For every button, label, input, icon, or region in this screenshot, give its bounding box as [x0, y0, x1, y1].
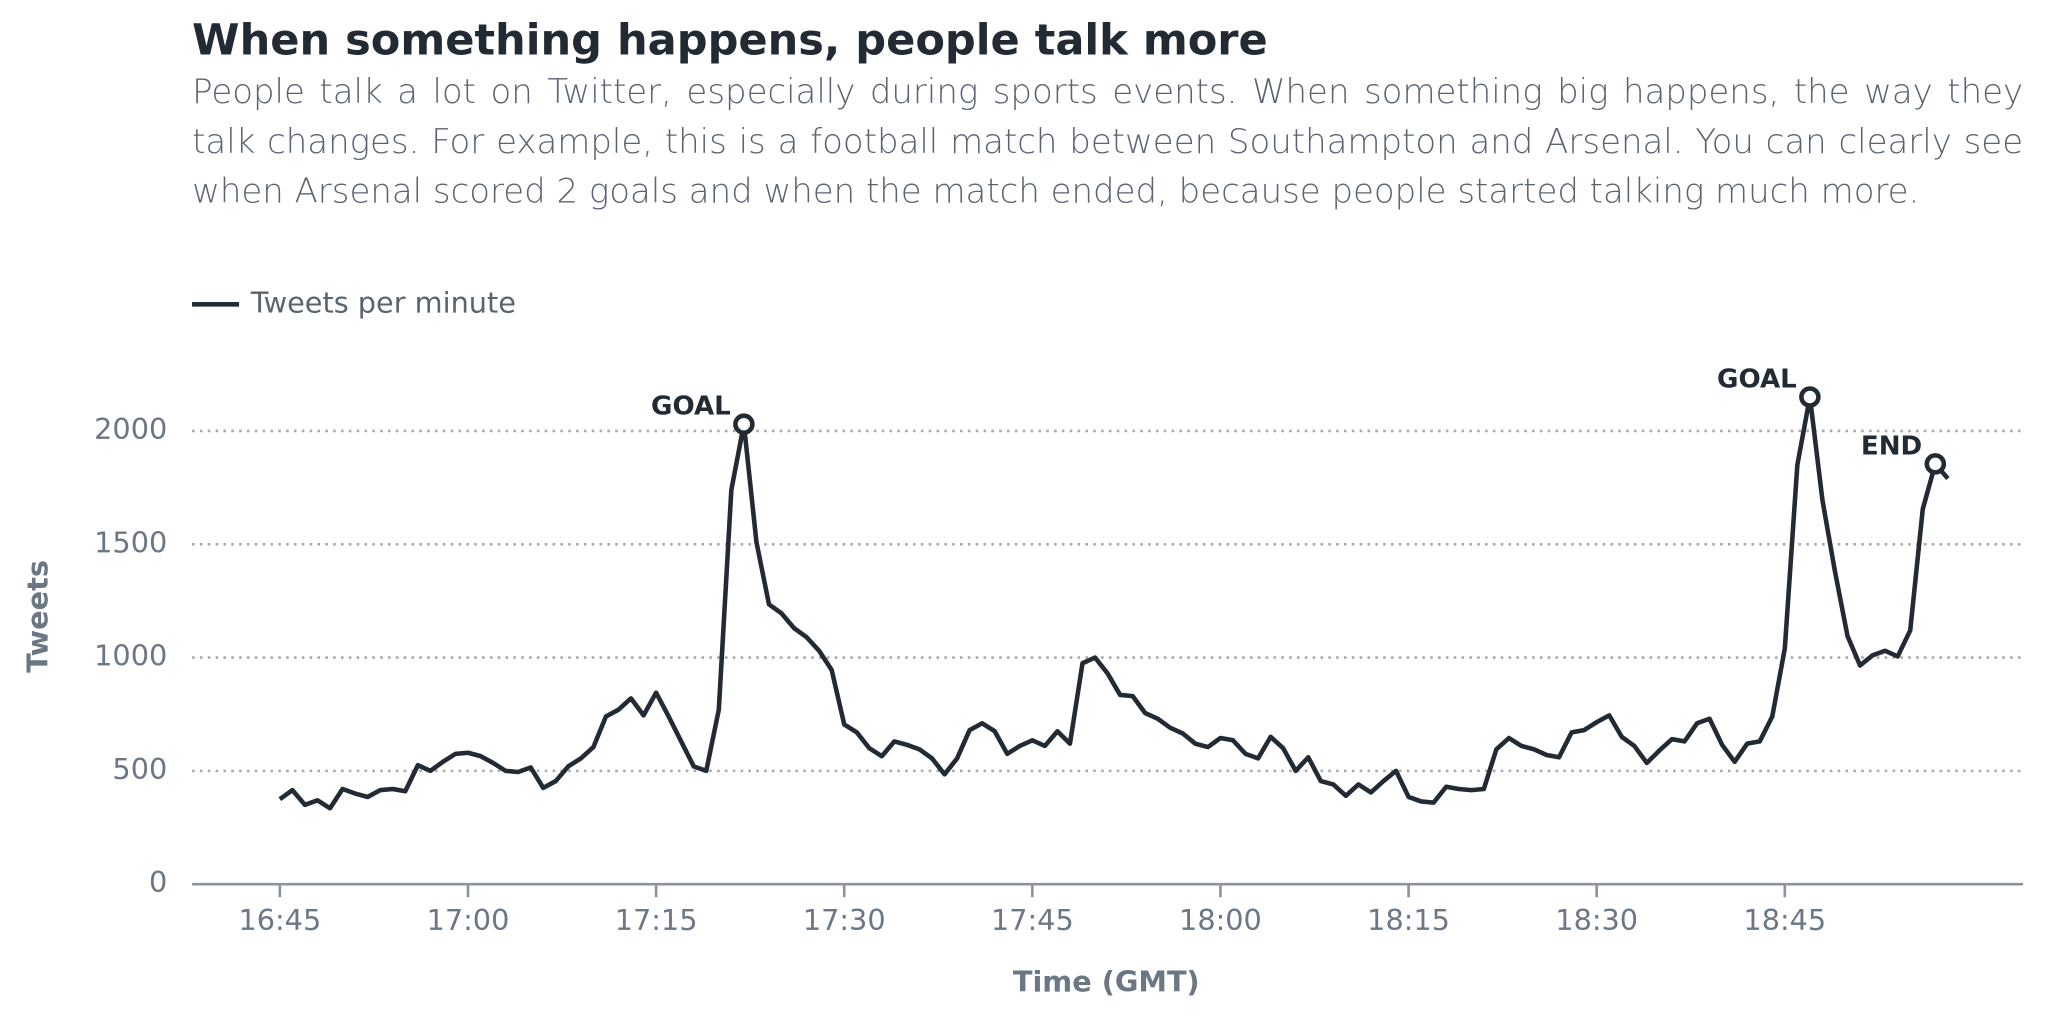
annotation-label: GOAL: [1717, 365, 1797, 395]
annotation-marker: [1924, 453, 1947, 475]
subtitle: People talk a lot on Twitter, especially…: [192, 73, 2024, 212]
data-line: [278, 394, 1950, 811]
x-tick-label: 17:00: [427, 903, 510, 937]
annotation-marker: [733, 413, 755, 435]
y-axis-title: Tweets: [20, 560, 54, 673]
x-tick-label: 17:30: [803, 903, 886, 937]
y-tick-label: 1500: [94, 525, 167, 559]
chart-title: When something happens, people talk more: [192, 16, 1268, 66]
x-tick-label: 16:45: [238, 903, 321, 937]
annotation-label: END: [1861, 431, 1922, 461]
y-tick-label: 1000: [94, 639, 167, 673]
annotation-label: GOAL: [651, 392, 731, 422]
x-tick-label: 17:45: [991, 903, 1074, 937]
x-tick-label: 18:15: [1367, 903, 1450, 937]
x-tick-label: 18:30: [1555, 903, 1638, 937]
y-tick-label: 2000: [94, 412, 167, 446]
y-tick-label: 0: [149, 865, 167, 899]
y-tick-label: 500: [112, 752, 167, 786]
subtitle-box: People talk a lot on Twitter, especially…: [192, 73, 2024, 212]
legend-label: Tweets per minute: [250, 285, 516, 319]
x-tick-label: 17:15: [615, 903, 698, 937]
x-tick-label: 18:00: [1179, 903, 1262, 937]
annotation-marker: [1799, 386, 1821, 408]
x-axis-title: Time (GMT): [1013, 964, 1200, 998]
x-tick-label: 18:45: [1743, 903, 1826, 937]
